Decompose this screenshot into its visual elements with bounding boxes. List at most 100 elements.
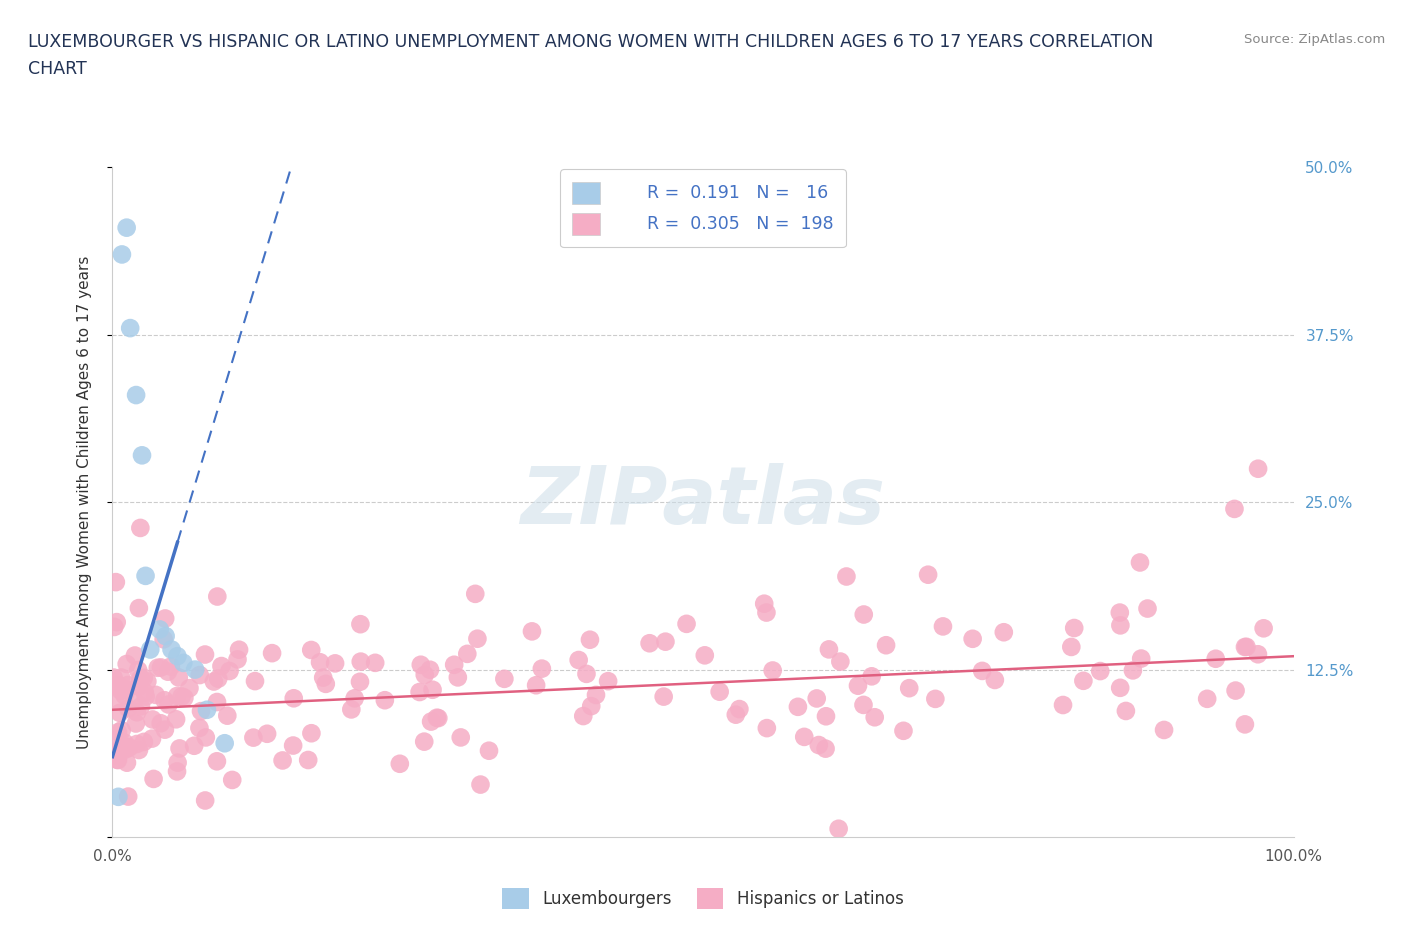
Point [142, 712, 165, 727]
Point [103, 671, 125, 685]
Point [167, 670, 190, 684]
Point [153, 611, 176, 626]
Point [852, 607, 875, 622]
Point [299, 725, 322, 740]
Point [111, 247, 134, 262]
Point [494, 671, 516, 686]
Point [1225, 684, 1247, 698]
Point [1153, 723, 1175, 737]
Point [1073, 673, 1095, 688]
Text: ZIPatlas: ZIPatlas [520, 463, 886, 541]
Point [419, 662, 441, 677]
Point [598, 673, 620, 688]
Point [364, 656, 387, 671]
Point [105, 615, 128, 630]
Point [202, 674, 225, 689]
Point [1063, 620, 1085, 635]
Point [136, 674, 159, 689]
Point [128, 601, 150, 616]
Point [112, 740, 135, 755]
Point [117, 701, 139, 716]
Point [524, 678, 547, 693]
Point [125, 388, 148, 403]
Point [863, 710, 886, 724]
Point [427, 711, 450, 725]
Point [299, 643, 322, 658]
Point [183, 738, 205, 753]
Point [173, 690, 195, 705]
Point [142, 772, 165, 787]
Point [793, 729, 815, 744]
Point [312, 671, 335, 685]
Point [132, 735, 155, 750]
Point [693, 648, 716, 663]
Point [1129, 555, 1152, 570]
Point [343, 691, 366, 706]
Point [114, 742, 136, 757]
Point [118, 740, 141, 755]
Point [283, 691, 305, 706]
Point [110, 671, 132, 685]
Point [814, 741, 837, 756]
Point [153, 693, 176, 708]
Point [349, 617, 371, 631]
Point [846, 678, 869, 693]
Point [115, 220, 138, 235]
Point [470, 777, 492, 792]
Point [132, 671, 155, 685]
Point [104, 575, 127, 590]
Point [413, 734, 436, 749]
Point [409, 658, 432, 672]
Point [169, 741, 191, 756]
Point [520, 624, 543, 639]
Point [530, 661, 553, 676]
Point [568, 653, 591, 668]
Point [110, 683, 132, 698]
Point [1115, 703, 1137, 718]
Point [152, 631, 174, 646]
Point [271, 753, 294, 768]
Point [447, 670, 470, 684]
Point [217, 709, 239, 724]
Point [156, 664, 179, 679]
Point [103, 748, 125, 763]
Point [157, 698, 180, 712]
Point [108, 706, 131, 721]
Point [115, 657, 138, 671]
Point [340, 702, 363, 717]
Point [166, 649, 188, 664]
Text: Source: ZipAtlas.com: Source: ZipAtlas.com [1244, 33, 1385, 46]
Point [139, 642, 162, 657]
Point [117, 790, 139, 804]
Point [924, 691, 946, 706]
Point [107, 790, 129, 804]
Point [1205, 651, 1227, 666]
Point [852, 698, 875, 712]
Point [135, 689, 157, 704]
Point [585, 687, 607, 702]
Point [115, 683, 138, 698]
Point [652, 689, 675, 704]
Point [165, 711, 187, 726]
Point [111, 723, 134, 737]
Point [112, 738, 135, 753]
Text: CHART: CHART [28, 60, 87, 78]
Point [1090, 664, 1112, 679]
Point [814, 709, 837, 724]
Point [755, 605, 778, 620]
Point [898, 681, 921, 696]
Point [309, 655, 332, 670]
Point [984, 672, 1007, 687]
Point [103, 619, 125, 634]
Point [830, 654, 852, 669]
Point [675, 617, 697, 631]
Point [214, 736, 236, 751]
Point [1223, 501, 1246, 516]
Point [190, 704, 212, 719]
Point [127, 663, 149, 678]
Point [787, 699, 810, 714]
Point [179, 681, 201, 696]
Point [149, 660, 172, 675]
Point [724, 707, 747, 722]
Point [218, 664, 240, 679]
